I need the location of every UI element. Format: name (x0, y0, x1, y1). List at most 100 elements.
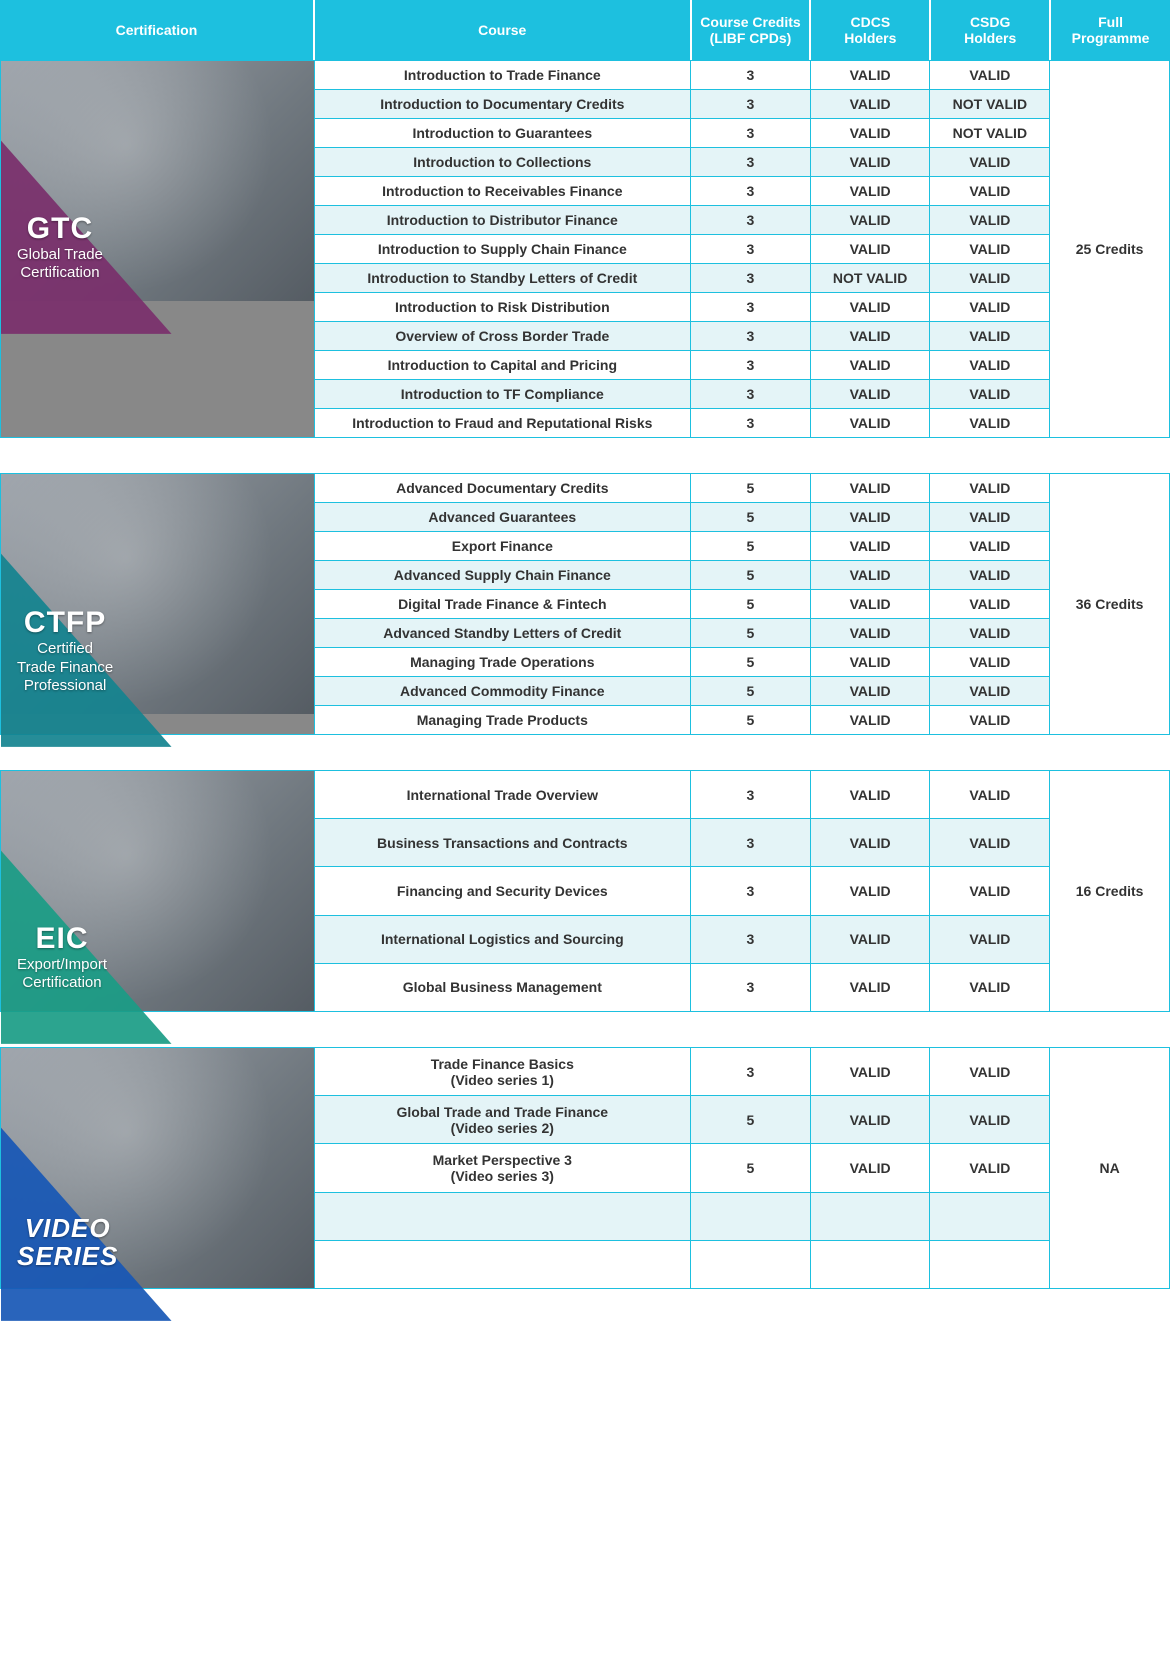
course-credits: 3 (690, 61, 810, 90)
col-certification: Certification (0, 0, 314, 60)
course-credits: 3 (690, 867, 810, 915)
course-credits: 5 (690, 677, 810, 706)
cdcs-status: VALID (810, 590, 930, 619)
csdg-status: VALID (930, 322, 1050, 351)
course-name: Introduction to Capital and Pricing (314, 351, 690, 380)
section-ctfp: CTFPCertified Trade Finance Professional… (0, 473, 1170, 735)
course-name: Introduction to Trade Finance (314, 61, 690, 90)
cdcs-status: VALID (810, 322, 930, 351)
cdcs-status: VALID (810, 177, 930, 206)
course-name: Market Perspective 3 (Video series 3) (314, 1144, 690, 1192)
col-csdg: CSDG Holders (930, 0, 1050, 60)
csdg-status: VALID (930, 915, 1050, 963)
cdcs-status: VALID (810, 819, 930, 867)
cdcs-status: VALID (810, 561, 930, 590)
course-credits: 3 (690, 1048, 810, 1096)
course-name: Global Trade and Trade Finance (Video se… (314, 1096, 690, 1144)
csdg-status: VALID (930, 206, 1050, 235)
cdcs-status: VALID (810, 532, 930, 561)
course-credits: 3 (690, 915, 810, 963)
cdcs-status: VALID (810, 119, 930, 148)
col-cdcs: CDCS Holders (810, 0, 930, 60)
cdcs-status: VALID (810, 1096, 930, 1144)
course-name: Export Finance (314, 532, 690, 561)
cdcs-status: VALID (810, 915, 930, 963)
cdcs-status: VALID (810, 1048, 930, 1096)
csdg-status: VALID (930, 532, 1050, 561)
certification-card: CTFPCertified Trade Finance Professional (1, 474, 315, 735)
course-name: Advanced Supply Chain Finance (314, 561, 690, 590)
csdg-status: VALID (930, 1048, 1050, 1096)
course-name: International Logistics and Sourcing (314, 915, 690, 963)
csdg-status: VALID (930, 148, 1050, 177)
cdcs-status: VALID (810, 771, 930, 819)
certification-table: Certification Course Course Credits (LIB… (0, 0, 1170, 1289)
course-credits: 3 (690, 264, 810, 293)
csdg-status: VALID (930, 771, 1050, 819)
cdcs-status: NOT VALID (810, 264, 930, 293)
course-credits: 5 (690, 648, 810, 677)
course-credits: 3 (690, 293, 810, 322)
csdg-status: VALID (930, 61, 1050, 90)
course-name: Introduction to Distributor Finance (314, 206, 690, 235)
course-name: Business Transactions and Contracts (314, 819, 690, 867)
cdcs-status: VALID (810, 619, 930, 648)
course-name: Introduction to Guarantees (314, 119, 690, 148)
course-credits: 3 (690, 351, 810, 380)
csdg-status: VALID (930, 867, 1050, 915)
full-programme: 16 Credits (1050, 771, 1170, 1012)
cdcs-status: VALID (810, 474, 930, 503)
cdcs-status: VALID (810, 963, 930, 1011)
course-credits: 5 (690, 1144, 810, 1192)
course-credits: 3 (690, 206, 810, 235)
course-credits: 3 (690, 177, 810, 206)
csdg-status: VALID (930, 561, 1050, 590)
course-credits: 3 (690, 148, 810, 177)
csdg-status: VALID (930, 474, 1050, 503)
course-name: Introduction to Documentary Credits (314, 90, 690, 119)
cdcs-status: VALID (810, 409, 930, 438)
csdg-status: VALID (930, 963, 1050, 1011)
csdg-status: VALID (930, 351, 1050, 380)
section-gtc: GTCGlobal Trade Certification Introducti… (0, 60, 1170, 438)
course-credits: 3 (690, 322, 810, 351)
csdg-status: VALID (930, 677, 1050, 706)
course-name: Advanced Documentary Credits (314, 474, 690, 503)
table-row: GTCGlobal Trade Certification Introducti… (1, 61, 1170, 90)
csdg-status: VALID (930, 819, 1050, 867)
course-name: Introduction to Collections (314, 148, 690, 177)
csdg-status: VALID (930, 235, 1050, 264)
cdcs-status: VALID (810, 293, 930, 322)
course-name: Managing Trade Operations (314, 648, 690, 677)
csdg-status: VALID (930, 177, 1050, 206)
full-programme: 36 Credits (1050, 474, 1170, 735)
course-credits: 3 (690, 409, 810, 438)
csdg-status: VALID (930, 1144, 1050, 1192)
cdcs-status: VALID (810, 677, 930, 706)
csdg-status: VALID (930, 648, 1050, 677)
course-credits: 3 (690, 235, 810, 264)
csdg-status: VALID (930, 380, 1050, 409)
cert-title: CTFPCertified Trade Finance Professional (17, 606, 113, 696)
course-name: Trade Finance Basics (Video series 1) (314, 1048, 690, 1096)
cdcs-status: VALID (810, 206, 930, 235)
section-eic: EICExport/Import Certification Internati… (0, 770, 1170, 1012)
course-credits: 5 (690, 1096, 810, 1144)
course-name: Advanced Guarantees (314, 503, 690, 532)
certification-card: GTCGlobal Trade Certification (1, 61, 315, 438)
course-name: Introduction to Supply Chain Finance (314, 235, 690, 264)
course-name: Digital Trade Finance & Fintech (314, 590, 690, 619)
csdg-status: VALID (930, 1096, 1050, 1144)
course-credits: 3 (690, 771, 810, 819)
full-programme: NA (1050, 1048, 1170, 1289)
course-name: Overview of Cross Border Trade (314, 322, 690, 351)
col-course: Course (314, 0, 691, 60)
cdcs-status: VALID (810, 380, 930, 409)
course-name: Global Business Management (314, 963, 690, 1011)
course-name: Introduction to Standby Letters of Credi… (314, 264, 690, 293)
cert-title: VIDEO SERIES (17, 1215, 118, 1270)
header-table: Certification Course Course Credits (LIB… (0, 0, 1170, 60)
course-credits: 5 (690, 619, 810, 648)
course-credits: 5 (690, 706, 810, 735)
col-full: Full Programme (1050, 0, 1170, 60)
